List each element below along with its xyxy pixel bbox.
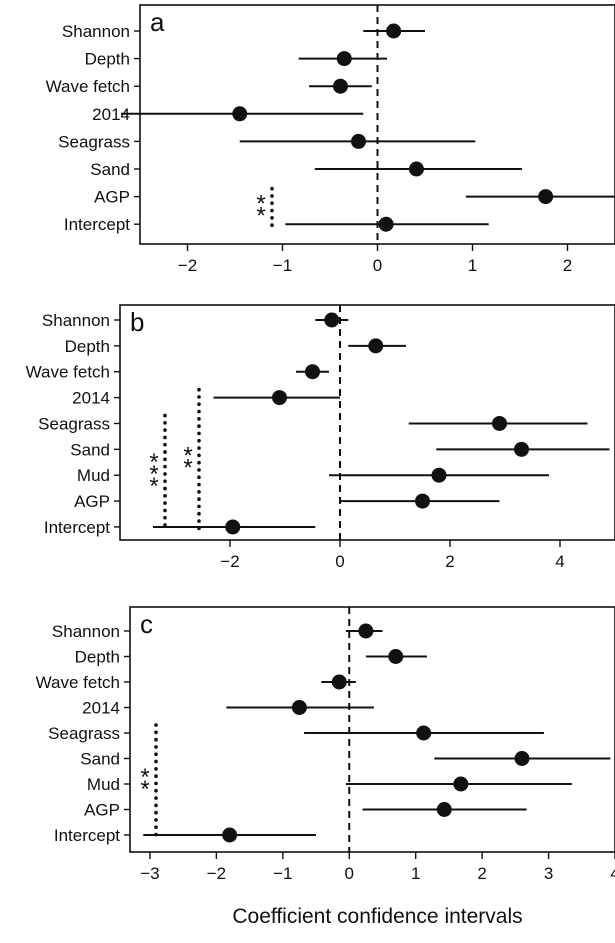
y-tick-label: 2014 [72, 389, 110, 408]
y-tick-label: Sand [80, 750, 120, 769]
x-tick-label: −1 [273, 256, 292, 275]
y-tick-label: Seagrass [48, 724, 120, 743]
y-tick-label: Intercept [44, 518, 110, 537]
y-tick-label: Wave fetch [36, 673, 120, 692]
y-tick-label: 2014 [92, 105, 130, 124]
panel-label: b [130, 307, 144, 337]
x-tick-label: 2 [563, 256, 572, 275]
y-tick-label: Sand [70, 440, 110, 459]
x-tick-label: 3 [544, 864, 553, 883]
x-tick-label: 4 [610, 864, 615, 883]
x-tick-label: −2 [207, 864, 226, 883]
panel-label: a [150, 7, 165, 37]
estimate-point [416, 725, 432, 741]
y-tick-label: Seagrass [58, 132, 130, 151]
x-tick-label: 0 [345, 864, 354, 883]
y-tick-label: Depth [85, 50, 130, 69]
estimate-point [331, 674, 347, 690]
y-tick-label: Intercept [64, 215, 130, 234]
estimate-point [232, 106, 248, 122]
x-tick-label: 2 [477, 864, 486, 883]
estimate-point [492, 415, 507, 431]
significance-stars: *** [149, 449, 158, 500]
estimate-point [332, 78, 348, 94]
y-tick-label: Mud [77, 466, 110, 485]
estimate-point [378, 216, 394, 232]
estimate-point [305, 364, 320, 380]
plot-frame [139, 4, 615, 245]
panel-label: c [140, 609, 153, 639]
x-tick-label: 2 [445, 552, 454, 571]
panel-b: b Shannon Depth Wave fetch 2014 Seagrass Sand M… [26, 304, 615, 571]
x-tick-label: −3 [140, 864, 159, 883]
significance-stars: ** [140, 764, 149, 803]
estimate-point [324, 312, 340, 328]
plot-frame [119, 304, 615, 541]
estimate-point [514, 751, 530, 766]
estimate-point [351, 133, 366, 149]
significance-stars: ** [256, 190, 265, 229]
significance-stars: ** [183, 442, 192, 481]
y-tick-label: Wave fetch [46, 77, 130, 96]
y-tick-label: Depth [75, 648, 120, 667]
x-axis-label: Coefficient confidence intervals [232, 905, 523, 928]
estimate-point [272, 390, 287, 406]
y-tick-label: Shannon [42, 311, 110, 330]
y-tick-label: Wave fetch [26, 363, 110, 382]
panel-a: a Shannon Depth Wave fetch 2014 Seagrass Sand A… [46, 4, 615, 275]
x-tick-label: −2 [178, 256, 197, 275]
estimate-point [431, 467, 447, 483]
x-tick-label: 1 [468, 256, 477, 275]
y-tick-label: Depth [65, 337, 110, 356]
x-tick-label: 0 [373, 256, 382, 275]
estimate-point [436, 802, 452, 817]
x-tick-label: 4 [555, 552, 564, 571]
estimate-point [222, 827, 238, 843]
y-tick-label: Intercept [54, 826, 120, 845]
estimate-point [291, 700, 307, 715]
estimate-point [388, 649, 404, 664]
estimate-point [368, 338, 384, 354]
estimate-point [336, 51, 352, 67]
estimate-point [453, 776, 469, 792]
y-tick-label: 2014 [82, 699, 120, 718]
y-tick-label: Shannon [62, 22, 130, 41]
y-tick-label: Sand [90, 160, 130, 179]
y-tick-label: Shannon [52, 622, 120, 641]
y-tick-label: Mud [87, 775, 120, 794]
estimate-point [415, 493, 430, 509]
y-tick-label: Seagrass [38, 414, 110, 433]
x-tick-label: −2 [220, 552, 239, 571]
y-tick-label: AGP [84, 801, 120, 820]
estimate-point [408, 161, 424, 177]
estimate-point [514, 441, 529, 457]
estimate-point [225, 519, 241, 535]
x-tick-label: 0 [335, 552, 344, 571]
estimate-point [358, 623, 374, 639]
y-tick-label: AGP [94, 188, 130, 207]
estimate-point [538, 189, 554, 205]
x-tick-label: −1 [273, 864, 292, 883]
estimate-point [386, 23, 402, 39]
x-tick-label: 1 [411, 864, 420, 883]
y-tick-label: AGP [74, 492, 110, 511]
plot-frame [129, 606, 615, 853]
